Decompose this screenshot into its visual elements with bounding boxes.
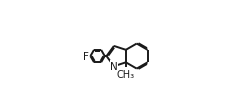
Text: CH₃: CH₃	[116, 69, 134, 79]
Text: F: F	[83, 52, 88, 61]
Text: N: N	[109, 61, 117, 71]
